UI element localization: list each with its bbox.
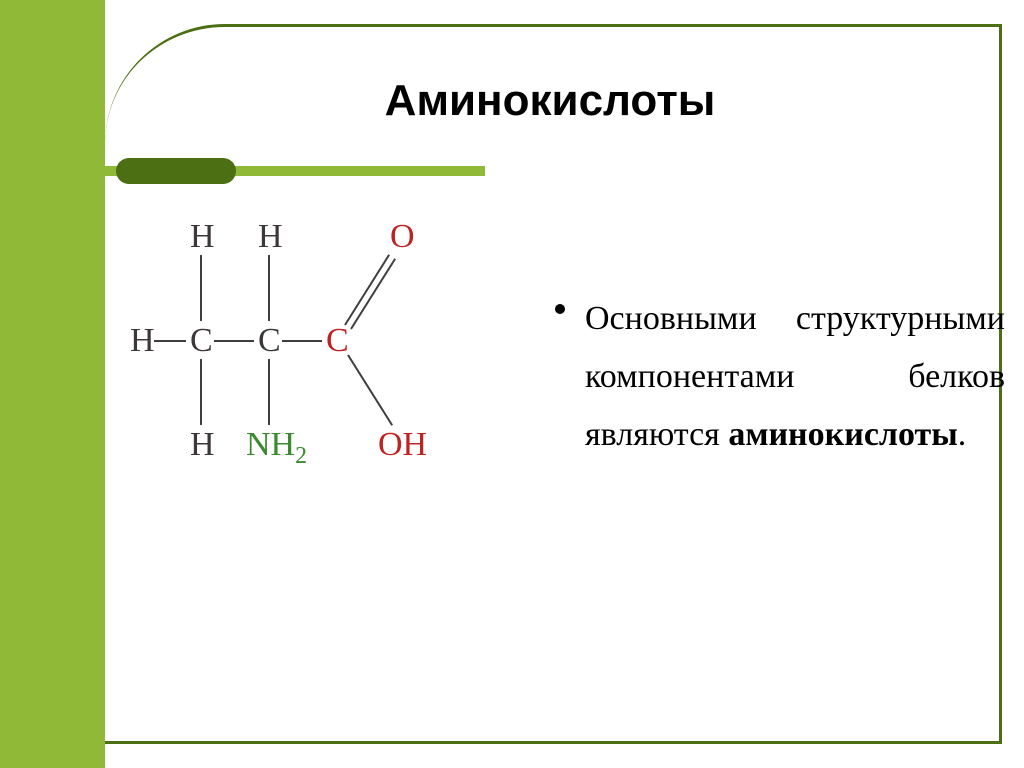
atom-NH2: NH2: [246, 428, 307, 462]
bullet-text-bold: аминокислоты: [728, 416, 957, 453]
atom-C2: C: [258, 324, 281, 358]
divider-pill: [116, 158, 236, 184]
atom-H_top2: H: [258, 220, 283, 254]
bond: [154, 340, 186, 342]
sidebar-accent: [0, 0, 105, 768]
atom-H_bot1: H: [190, 428, 215, 462]
bond: [200, 359, 202, 425]
bullet-text: Основными структурными компонентами белк…: [585, 300, 1005, 453]
bond: [268, 359, 270, 425]
bond: [282, 340, 322, 342]
atom-OH: OH: [378, 428, 427, 462]
slide-title: Аминокислоты: [300, 76, 800, 126]
bullet-text-tail: .: [958, 416, 967, 453]
divider-bar: [0, 166, 485, 176]
atom-C3: C: [326, 324, 349, 358]
bullet-dot-icon: [555, 304, 565, 314]
atom-H_left: H: [130, 324, 155, 358]
bond: [268, 255, 270, 321]
bond: [214, 340, 254, 342]
atom-O_top: O: [390, 220, 415, 254]
atom-C1: C: [190, 324, 213, 358]
atom-H_top1: H: [190, 220, 215, 254]
bond: [200, 255, 202, 321]
slide: Аминокислоты HHOHCCCHNH2OH Основными стр…: [0, 0, 1024, 768]
bullet-block: Основными структурными компонентами белк…: [555, 290, 1005, 463]
